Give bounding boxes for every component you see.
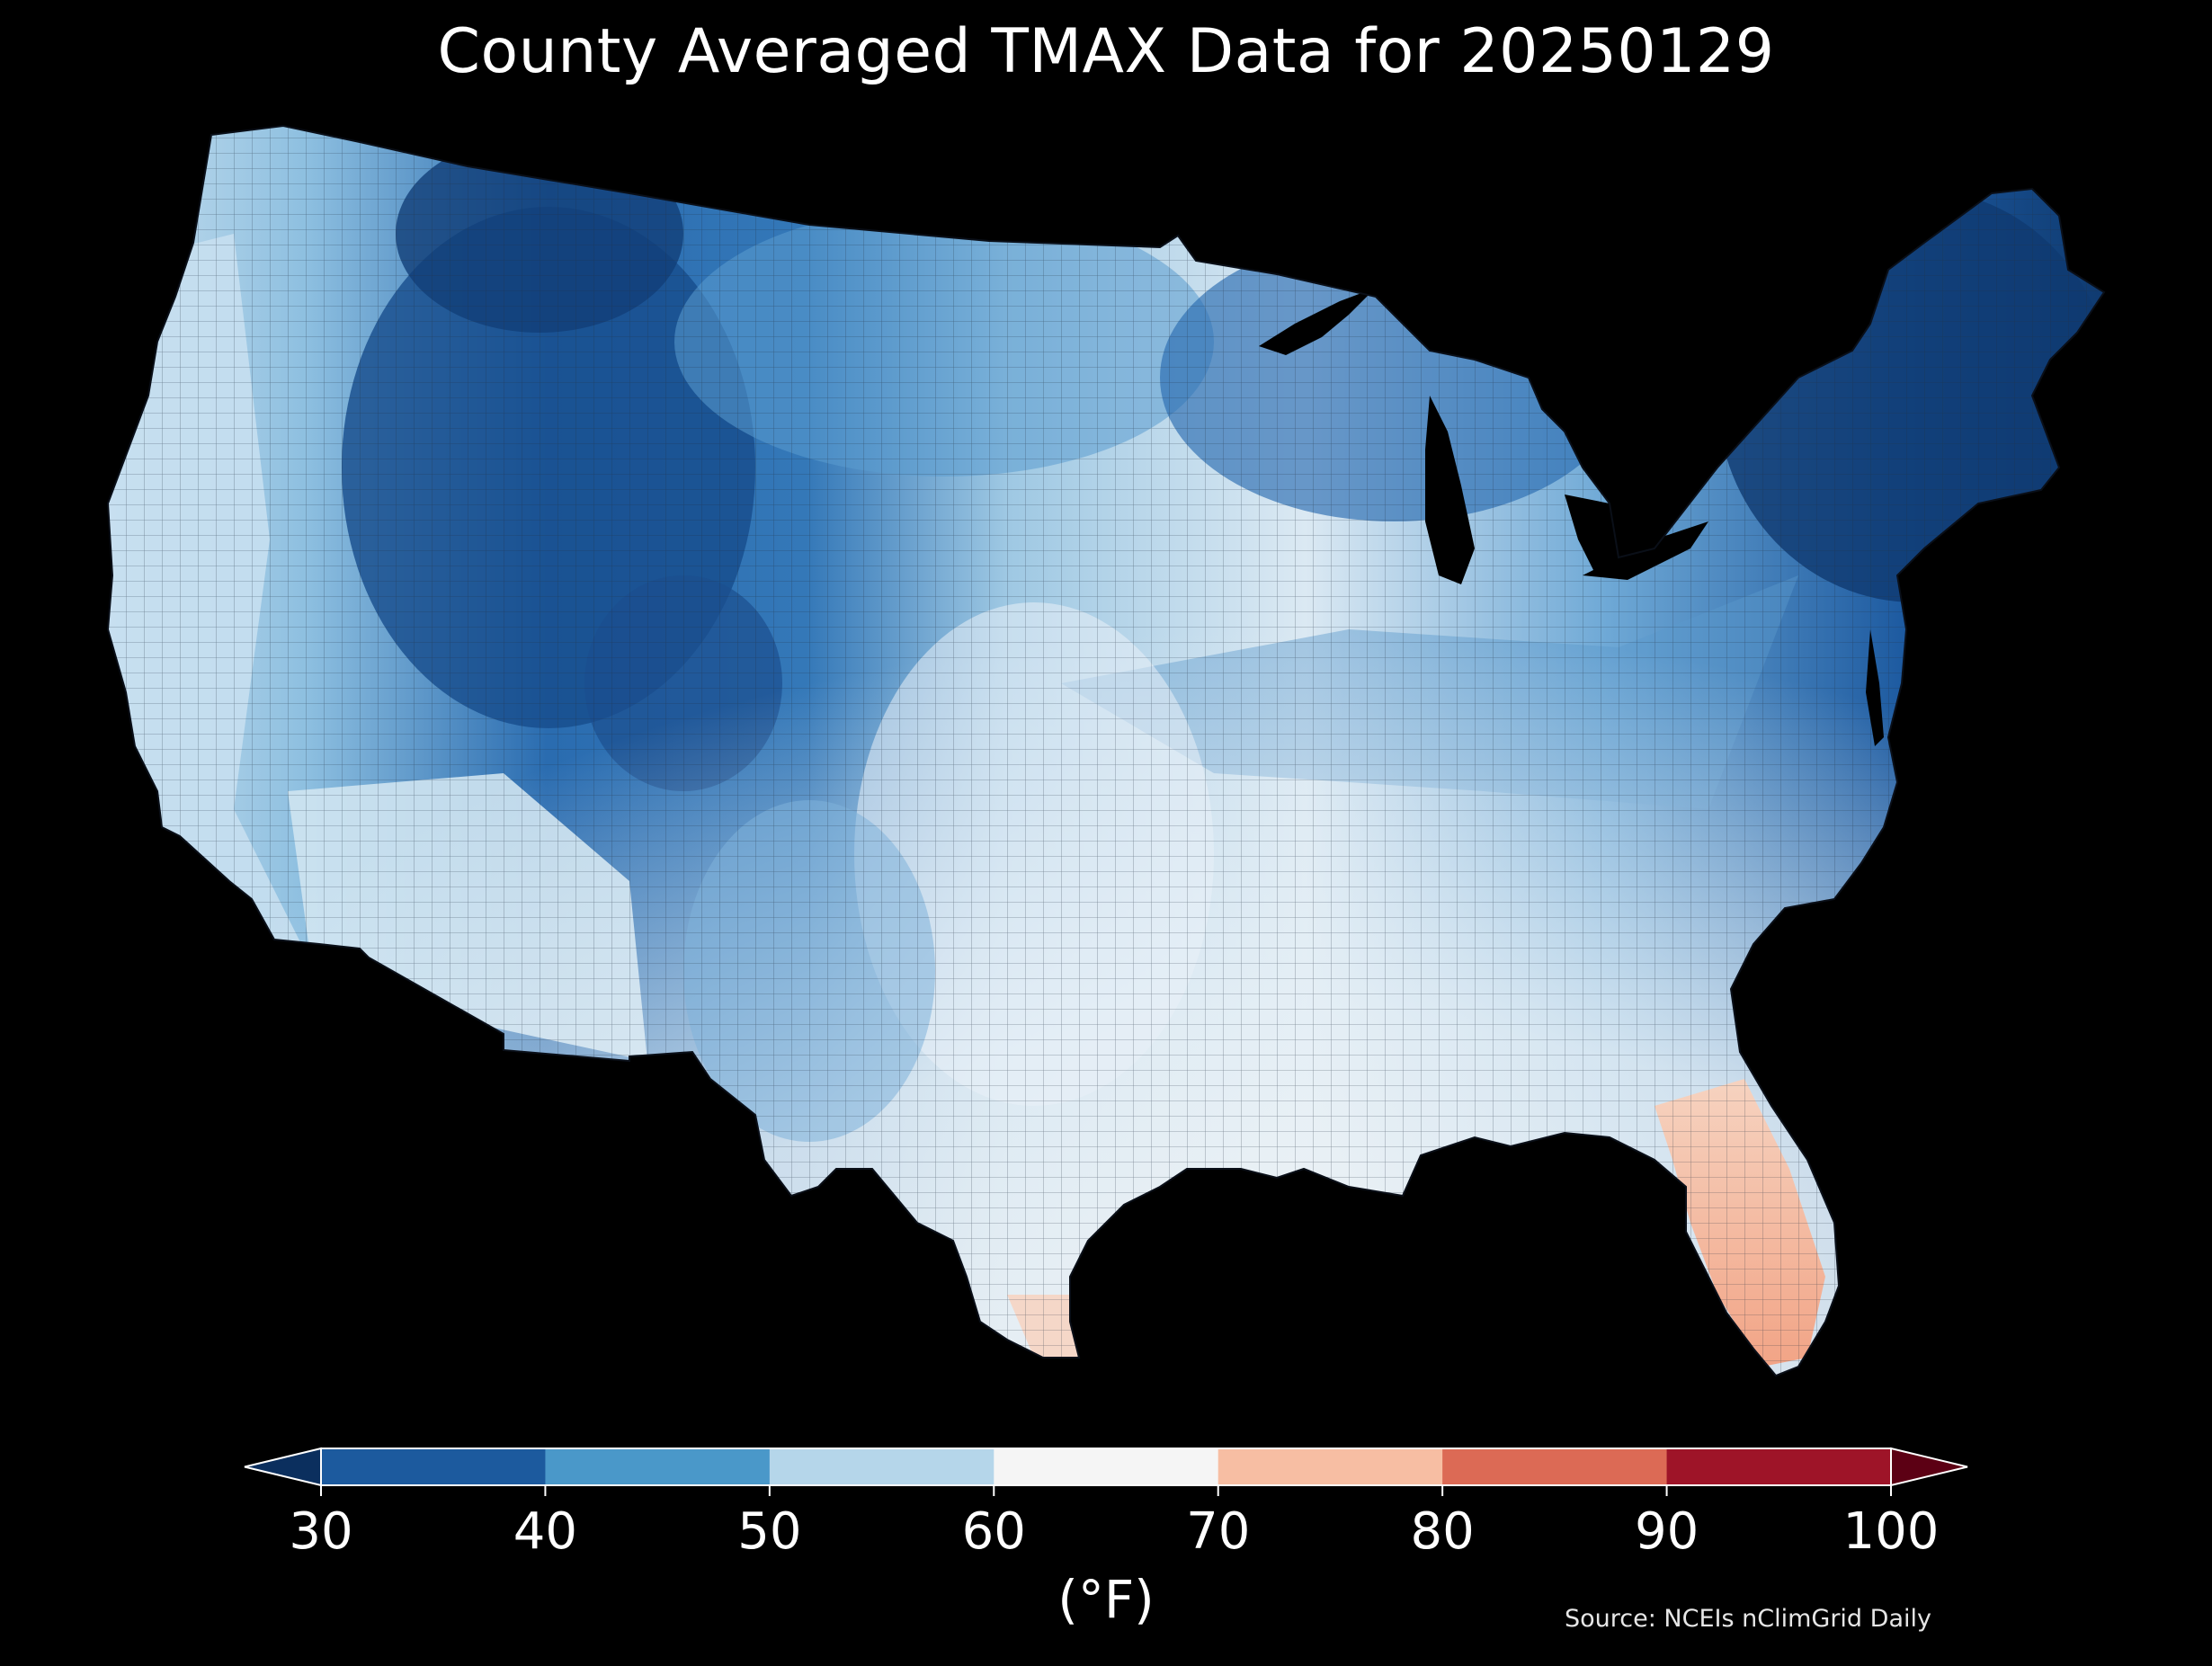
colorbar-tick-label: 70 [1186, 1502, 1250, 1555]
colorbar-tick-label: 60 [962, 1502, 1026, 1555]
colorbar-tick-label: 80 [1411, 1502, 1475, 1555]
great-lakes [1259, 288, 1708, 584]
colorbar: 30 40 50 60 70 80 90 100 [0, 1430, 2212, 1666]
colorbar-svg: 30 40 50 60 70 80 90 100 [244, 1447, 1968, 1561]
chesapeake-bay [1866, 629, 1884, 746]
map-svg [107, 125, 2105, 1376]
colorbar-bin [1217, 1448, 1443, 1485]
source-note: Source: NCEIs nClimGrid Daily [1565, 1605, 1931, 1633]
colorbar-tick-label: 30 [289, 1502, 352, 1555]
colorbar-tick-label: 50 [737, 1502, 801, 1555]
lake-huron [1565, 494, 1619, 575]
colorbar-tick-label: 100 [1843, 1502, 1940, 1555]
colorbar-tick-label: 90 [1635, 1502, 1699, 1555]
colorbar-bin [1666, 1448, 1892, 1485]
colorbar-tick-label: 40 [513, 1502, 577, 1555]
colorbar-over-arrow [1890, 1447, 1968, 1487]
colorbar-under-arrow [244, 1447, 322, 1487]
map-title: County Averaged TMAX Data for 20250129 [437, 16, 1775, 87]
colorbar-bin [545, 1448, 771, 1485]
colorbar-bin [994, 1448, 1219, 1485]
colorbar-unit-label: (°F) [1057, 1569, 1155, 1630]
us-county-map [107, 125, 2105, 1376]
lake-michigan [1425, 396, 1475, 584]
colorbar-bin [1442, 1448, 1668, 1485]
colorbar-frame [320, 1448, 1892, 1486]
colorbar-bin [321, 1448, 546, 1485]
colorbar-bin [769, 1448, 995, 1485]
lake-superior [1259, 288, 1376, 355]
